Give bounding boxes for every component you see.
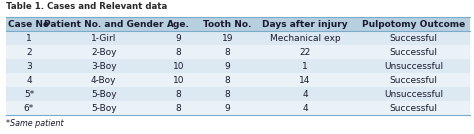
- Text: 2: 2: [26, 48, 32, 57]
- Text: Successful: Successful: [390, 104, 438, 113]
- Text: *Same patient: *Same patient: [6, 119, 64, 128]
- Text: Mechanical exp: Mechanical exp: [270, 34, 340, 43]
- Text: 8: 8: [176, 90, 182, 99]
- Bar: [6, 45, 470, 59]
- Text: 3-Boy: 3-Boy: [91, 62, 117, 71]
- Text: 8: 8: [225, 76, 230, 85]
- Text: 5*: 5*: [24, 90, 34, 99]
- Text: 4: 4: [302, 90, 308, 99]
- Text: Age.: Age.: [167, 20, 190, 29]
- Text: 6*: 6*: [24, 104, 34, 113]
- Text: Days after injury: Days after injury: [262, 20, 348, 29]
- Text: 9: 9: [225, 62, 230, 71]
- Text: 8: 8: [176, 104, 182, 113]
- Text: 3: 3: [26, 62, 32, 71]
- Text: 1: 1: [26, 34, 32, 43]
- Bar: [6, 87, 470, 101]
- Text: Unsuccessful: Unsuccessful: [384, 90, 443, 99]
- Bar: [6, 73, 470, 87]
- Text: Patient No. and Gender: Patient No. and Gender: [44, 20, 164, 29]
- Text: 19: 19: [222, 34, 233, 43]
- Text: Tooth No.: Tooth No.: [203, 20, 252, 29]
- Text: 4-Boy: 4-Boy: [91, 76, 117, 85]
- Bar: [6, 101, 470, 115]
- Bar: [6, 59, 470, 73]
- Bar: [6, 31, 470, 45]
- Text: Pulpotomy Outcome: Pulpotomy Outcome: [362, 20, 465, 29]
- Text: 10: 10: [173, 76, 184, 85]
- Text: 1: 1: [302, 62, 308, 71]
- Text: 9: 9: [225, 104, 230, 113]
- Text: Unsuccessful: Unsuccessful: [384, 62, 443, 71]
- Text: 8: 8: [225, 48, 230, 57]
- Text: 9: 9: [176, 34, 182, 43]
- Text: 4: 4: [26, 76, 32, 85]
- Text: Table 1. Cases and Relevant data: Table 1. Cases and Relevant data: [6, 2, 167, 11]
- Text: 5-Boy: 5-Boy: [91, 90, 117, 99]
- Text: 1-Girl: 1-Girl: [91, 34, 117, 43]
- Text: 8: 8: [225, 90, 230, 99]
- Text: 4: 4: [302, 104, 308, 113]
- Text: 5-Boy: 5-Boy: [91, 104, 117, 113]
- Text: 22: 22: [300, 48, 310, 57]
- Bar: [6, 17, 470, 31]
- Text: 10: 10: [173, 62, 184, 71]
- Text: Successful: Successful: [390, 34, 438, 43]
- Text: 14: 14: [300, 76, 311, 85]
- Text: 2-Boy: 2-Boy: [91, 48, 117, 57]
- Text: Successful: Successful: [390, 76, 438, 85]
- Text: Case No: Case No: [9, 20, 49, 29]
- Text: 8: 8: [176, 48, 182, 57]
- Text: Successful: Successful: [390, 48, 438, 57]
